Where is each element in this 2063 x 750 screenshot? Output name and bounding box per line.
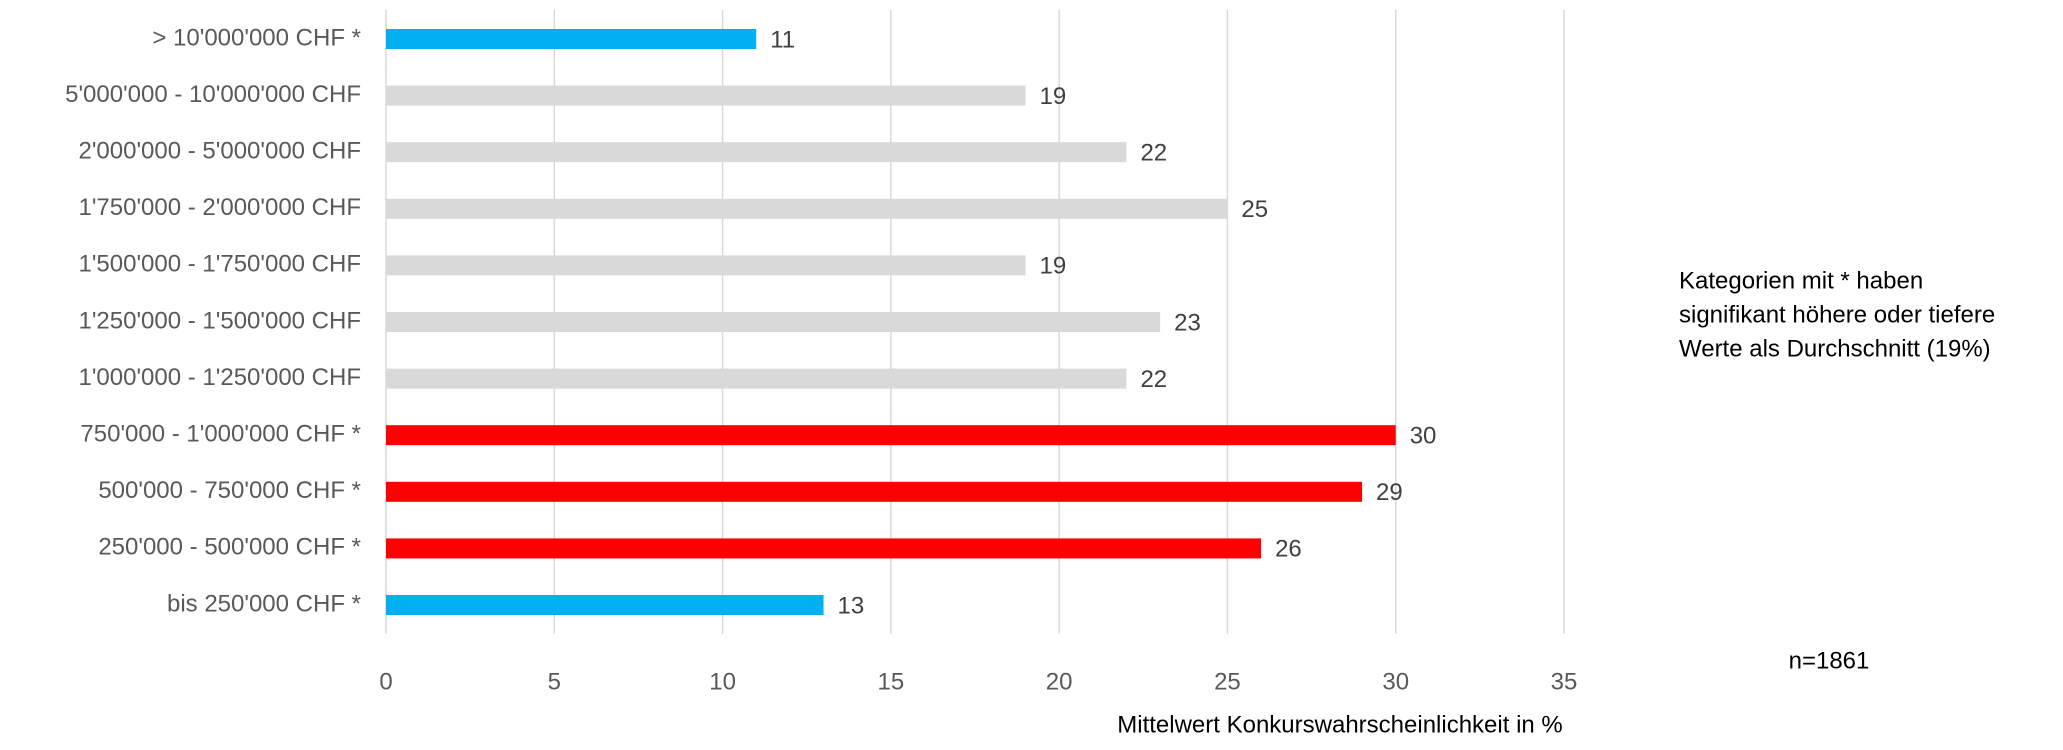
x-tick-label: 15 — [878, 668, 905, 695]
value-label: 30 — [1410, 423, 1437, 450]
x-tick-label: 30 — [1382, 668, 1409, 695]
bar — [386, 538, 1262, 559]
y-tick-label: 2'000'000 - 5'000'000 CHF — [78, 138, 361, 165]
x-tick-label: 25 — [1214, 668, 1241, 695]
value-label: 29 — [1376, 479, 1403, 506]
value-label: 23 — [1174, 309, 1201, 336]
bar — [386, 595, 824, 615]
y-tick-label: bis 250'000 CHF * — [167, 590, 361, 617]
x-axis-title: Mittelwert Konkurswahrscheinlichkeit in … — [1117, 711, 1563, 738]
y-tick-label: 1'250'000 - 1'500'000 CHF — [78, 307, 361, 334]
value-label: 26 — [1275, 536, 1302, 563]
sample-size-note: n=1861 — [1789, 647, 1870, 674]
y-tick-label: > 10'000'000 CHF * — [152, 24, 361, 51]
bar — [386, 255, 1026, 276]
x-tick-label: 0 — [379, 668, 392, 695]
y-tick-label: 1'000'000 - 1'250'000 CHF — [78, 364, 361, 391]
value-label: 25 — [1241, 196, 1268, 223]
bar — [386, 368, 1127, 389]
y-tick-label: 1'750'000 - 2'000'000 CHF — [78, 194, 361, 221]
annotation: signifikant höhere oder tiefere — [1679, 301, 1995, 328]
value-label: 11 — [770, 26, 795, 53]
x-tick-label: 20 — [1046, 668, 1073, 695]
x-tick-label: 5 — [548, 668, 561, 695]
value-label: 22 — [1140, 366, 1167, 393]
bar — [386, 142, 1127, 163]
value-label: 19 — [1039, 253, 1066, 280]
bar — [386, 85, 1026, 106]
value-label: 19 — [1039, 83, 1066, 110]
value-label: 22 — [1140, 140, 1167, 167]
y-tick-label: 750'000 - 1'000'000 CHF * — [80, 421, 361, 448]
bar — [386, 198, 1228, 219]
y-tick-label: 5'000'000 - 10'000'000 CHF — [65, 81, 361, 108]
y-tick-label: 250'000 - 500'000 CHF * — [98, 534, 361, 561]
x-tick-label: 10 — [709, 668, 736, 695]
annotation: Werte als Durchschnitt (19%) — [1679, 335, 1991, 362]
annotation: Kategorien mit * haben — [1679, 267, 1923, 294]
bar — [386, 425, 1396, 446]
bar — [386, 481, 1363, 502]
y-tick-label: 1'500'000 - 1'750'000 CHF — [78, 251, 361, 278]
bar — [386, 312, 1161, 332]
y-tick-label: 500'000 - 750'000 CHF * — [98, 477, 361, 504]
x-tick-label: 35 — [1551, 668, 1578, 695]
value-label: 13 — [838, 592, 865, 619]
bar — [386, 29, 757, 49]
